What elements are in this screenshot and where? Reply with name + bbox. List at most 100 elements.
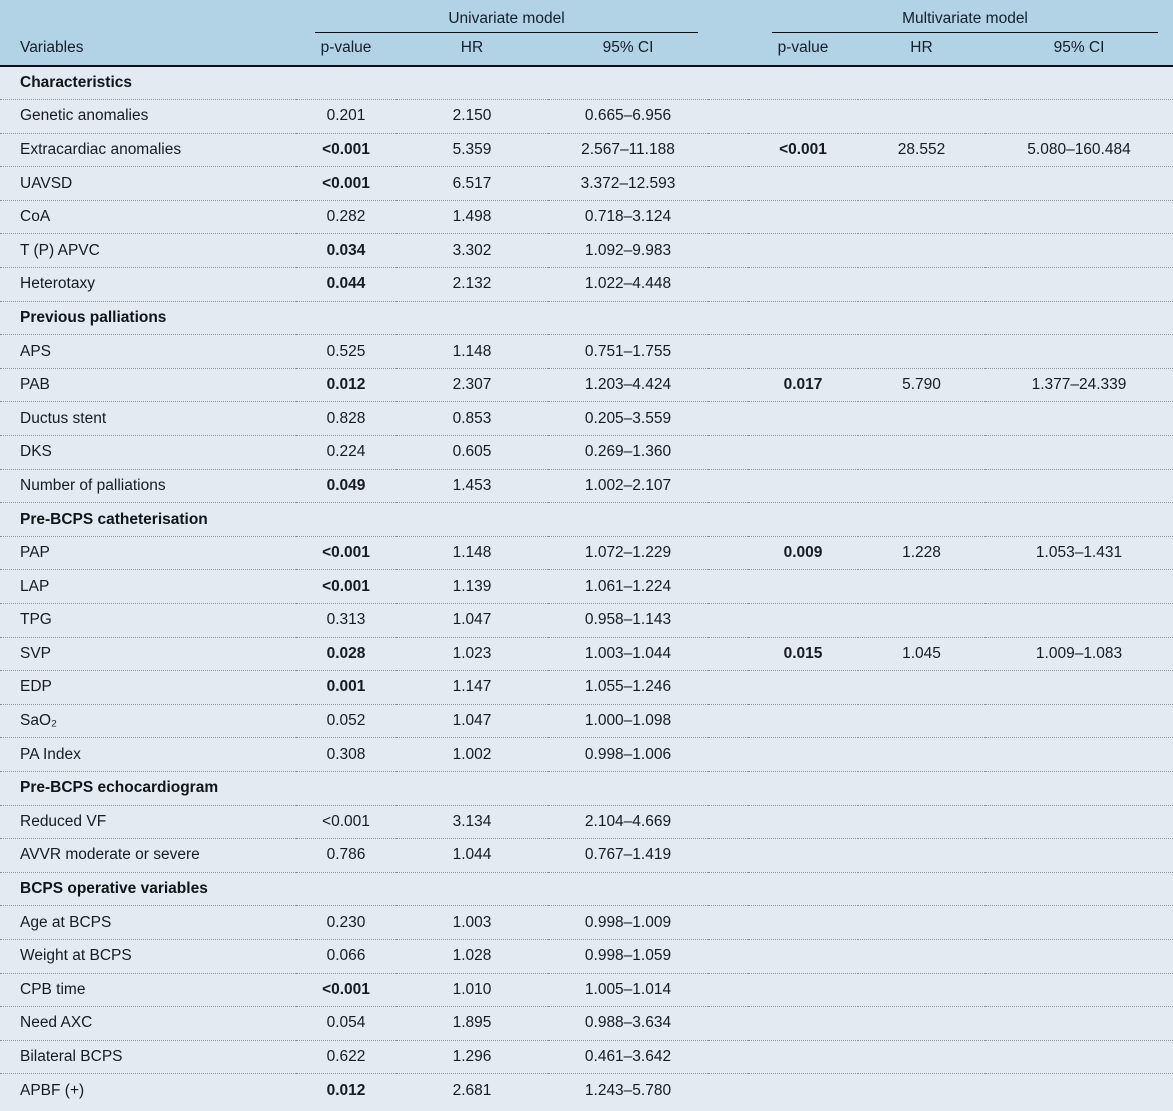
multi-ci-cell (985, 1039, 1173, 1074)
multi-ci-cell: 1.053–1.431 (985, 535, 1173, 570)
data-row: UAVSD <0.001 6.517 3.372–12.593 (0, 166, 1173, 201)
multi-p-value-cell: <0.001 (748, 132, 858, 167)
data-row: AVVR moderate or severe 0.786 1.044 0.767–1… (0, 838, 1173, 873)
multi-p-value-cell (748, 199, 858, 234)
section-title: Characteristics (20, 74, 133, 92)
multi-hr-cell (858, 199, 985, 234)
multi-p-value-cell (748, 670, 858, 705)
uni-p-value-cell: 0.622 (296, 1039, 396, 1074)
multi-ci-cell (985, 99, 1173, 134)
multi-ci-cell (985, 804, 1173, 839)
group-header-row: Univariate model Multivariate model (0, 0, 1173, 33)
uni-ci-cell: 3.372–12.593 (548, 166, 708, 201)
variable-name: T (P) APVC (0, 233, 296, 268)
uni-hr-cell: 3.134 (396, 804, 548, 839)
variable-name: Extracardiac anomalies (0, 132, 296, 167)
uni-ci-cell: 1.092–9.983 (548, 233, 708, 268)
multi-p-value-cell: 0.015 (748, 636, 858, 671)
variable-name: CoA (0, 199, 296, 234)
data-row: APS 0.525 1.148 0.751–1.755 (0, 334, 1173, 369)
table-header: Univariate model Multivariate model Vari… (0, 0, 1173, 67)
gap-cell (708, 233, 748, 268)
uni-hr-cell: 2.681 (396, 1073, 548, 1108)
data-row: DKS 0.224 0.605 0.269–1.360 (0, 435, 1173, 470)
variable-name: PAB (0, 367, 296, 402)
uni-ci-cell: 0.461–3.642 (548, 1039, 708, 1074)
multi-hr-cell (858, 838, 985, 873)
variable-name: Age at BCPS (0, 905, 296, 940)
multi-hr-cell (858, 401, 985, 436)
multi-hr-cell (858, 468, 985, 503)
multi-p-value-cell (748, 334, 858, 369)
uni-p-value-cell: 0.066 (296, 938, 396, 974)
gap-cell (708, 468, 748, 503)
data-row: Bilateral BCPS 0.622 1.296 0.461–3.642 (0, 1039, 1173, 1074)
multi-p-value-cell (748, 804, 858, 839)
gap-cell (708, 636, 748, 671)
multi-p-value-cell (748, 233, 858, 268)
uni-p-value-cell: 0.049 (296, 468, 396, 503)
data-row: Need AXC 0.054 1.895 0.988–3.634 (0, 1006, 1173, 1041)
gap-cell (708, 838, 748, 873)
uni-hr-cell: 2.307 (396, 367, 548, 402)
variable-name: LAP (0, 569, 296, 604)
data-row: Weight at BCPS 0.066 1.028 0.998–1.059 (0, 938, 1173, 974)
data-row: CPB time <0.001 1.010 1.005–1.014 (0, 972, 1173, 1007)
multi-hr-cell (858, 267, 985, 302)
uni-ci-cell: 0.958–1.143 (548, 603, 708, 638)
uni-ci-column-header: 95% CI (548, 33, 708, 67)
uni-p-value-column-header: p-value (296, 33, 396, 67)
data-row: PAB 0.012 2.307 1.203–4.424 0.017 5.790 1.377–… (0, 367, 1173, 402)
gap-cell (708, 435, 748, 470)
multi-hr-cell (858, 1006, 985, 1041)
multi-hr-cell (858, 1073, 985, 1108)
univariate-group-label: Univariate model (448, 10, 565, 27)
multi-p-value-cell (748, 1073, 858, 1108)
variable-name: UAVSD (0, 166, 296, 201)
variable-name: SaO₂ (0, 703, 296, 738)
multi-p-value-cell (748, 1006, 858, 1041)
gap-cell (708, 905, 748, 940)
data-row: PAP <0.001 1.148 1.072–1.229 0.009 1.228 1.053… (0, 535, 1173, 570)
data-row: PA Index 0.308 1.002 0.998–1.006 (0, 737, 1173, 772)
uni-ci-cell: 1.243–5.780 (548, 1073, 708, 1108)
multi-hr-cell (858, 804, 985, 839)
multi-ci-cell (985, 703, 1173, 738)
gap-cell (708, 569, 748, 604)
uni-p-value-cell: 0.282 (296, 199, 396, 234)
multi-ci-cell (985, 905, 1173, 940)
multi-ci-cell (985, 435, 1173, 470)
multi-hr-cell (858, 938, 985, 974)
multi-hr-cell (858, 166, 985, 201)
variable-name: EDP (0, 670, 296, 705)
gap-cell (708, 972, 748, 1007)
uni-ci-cell: 1.055–1.246 (548, 670, 708, 705)
uni-hr-cell: 1.002 (396, 737, 548, 772)
multivariate-group-header: Multivariate model (748, 0, 1173, 33)
uni-p-value-cell: 0.044 (296, 267, 396, 302)
variable-name: Genetic anomalies (0, 99, 296, 134)
multi-hr-cell: 1.228 (858, 535, 985, 570)
variable-name: Heterotaxy (0, 267, 296, 302)
data-row: Number of palliations 0.049 1.453 1.002–2.1… (0, 468, 1173, 503)
multi-hr-column-header: HR (858, 33, 985, 67)
column-header-row: Variables p-value HR 95% CI p-value HR 9… (0, 33, 1173, 67)
multi-ci-cell (985, 670, 1173, 705)
variable-name: APS (0, 334, 296, 369)
multi-p-value-cell (748, 267, 858, 302)
multi-ci-cell (985, 1073, 1173, 1108)
data-row: LAP <0.001 1.139 1.061–1.224 (0, 569, 1173, 604)
multi-p-value-cell (748, 1039, 858, 1074)
multi-ci-cell (985, 1006, 1173, 1041)
uni-p-value-cell: 0.230 (296, 905, 396, 940)
gap-cell (708, 1039, 748, 1074)
multi-ci-cell (985, 938, 1173, 974)
data-row: CoA 0.282 1.498 0.718–3.124 (0, 199, 1173, 234)
variable-name: APBF (+) (0, 1073, 296, 1108)
gap-cell (708, 737, 748, 772)
data-row: APBF (+) 0.012 2.681 1.243–5.780 (0, 1073, 1173, 1108)
uni-hr-cell: 1.498 (396, 199, 548, 234)
section-row: Previous palliations (0, 300, 1173, 335)
multi-p-value-cell (748, 905, 858, 940)
univariate-group-header: Univariate model (296, 0, 708, 33)
